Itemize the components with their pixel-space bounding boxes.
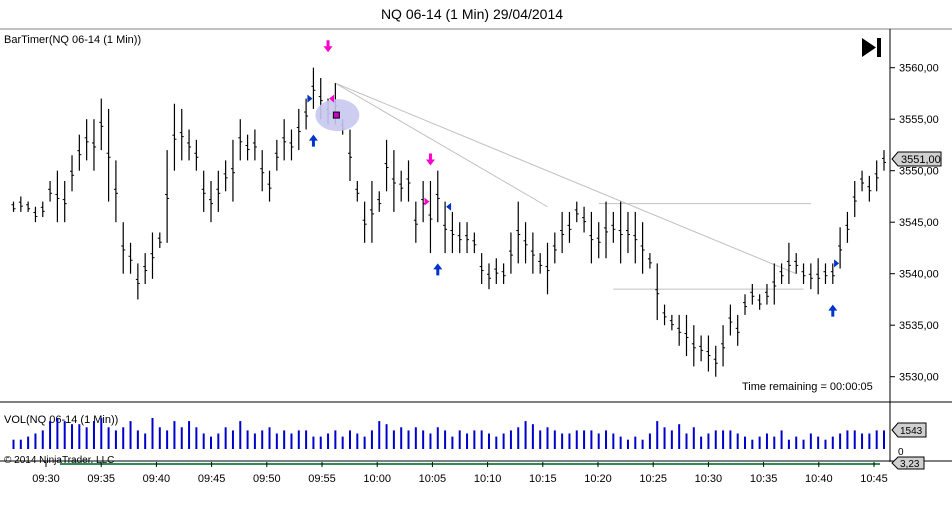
volume-baseline-strip: [60, 463, 880, 465]
time-axis-tick-label: 09:35: [87, 473, 115, 485]
time-axis-tick-label: 10:25: [639, 473, 667, 485]
time-axis-tick-label: 10:00: [363, 473, 391, 485]
time-axis-tick-label: 09:30: [32, 473, 60, 485]
signal-triangle: [446, 202, 452, 211]
time-axis-tick-label: 10:15: [529, 473, 557, 485]
price-axis-tick-label: 3530,00: [899, 372, 939, 384]
buy-arrow-icon: [828, 304, 838, 317]
current-volume-tag: 1543: [891, 422, 927, 438]
signal-triangle: [834, 259, 840, 268]
current-volume-value: 1543: [900, 426, 923, 437]
volume-bars: [12, 418, 885, 449]
time-axis-tick-label: 10:10: [474, 473, 502, 485]
signal-triangle: [424, 197, 430, 206]
volume-zero-label: 0: [898, 447, 904, 458]
volume-panel-label: VOL(NQ 06-14 (1 Min)): [4, 414, 118, 426]
buy-arrow-icon: [433, 263, 443, 276]
trend-line: [335, 82, 797, 275]
price-axis-tick-label: 3555,00: [899, 114, 939, 126]
buy-arrow-icon: [308, 134, 318, 147]
lower-indicator-value: 3,23: [900, 459, 920, 470]
price-axis-tick-label: 3550,00: [899, 166, 939, 178]
signal-triangle: [307, 94, 313, 103]
price-axis: 3560,00 3555,00 3550,00 3545,00 3540,00 3535,…: [890, 63, 939, 384]
chart-title: NQ 06-14 (1 Min) 29/04/2014: [381, 6, 563, 22]
lower-indicator-tag: 3,23: [891, 456, 925, 470]
price-axis-tick-label: 3545,00: [899, 217, 939, 229]
time-axis-tick-label: 10:35: [750, 473, 778, 485]
time-axis-tick-label: 10:05: [419, 473, 447, 485]
time-axis-tick-label: 09:55: [308, 473, 336, 485]
sell-arrow-icon: [323, 40, 333, 53]
time-axis-tick-label: 09:40: [143, 473, 171, 485]
current-price-value: 3551,00: [901, 154, 941, 166]
sell-arrow-icon: [425, 153, 435, 166]
time-remaining-label: Time remaining = 00:00:05: [742, 381, 873, 393]
copyright-label: © 2014 NinjaTrader, LLC: [4, 455, 114, 466]
skip-forward-icon[interactable]: [862, 38, 881, 57]
time-axis-tick-label: 09:45: [198, 473, 226, 485]
current-price-tag: 3551,00: [891, 151, 942, 167]
time-axis-tick-label: 10:40: [805, 473, 833, 485]
time-axis-tick-label: 09:50: [253, 473, 281, 485]
time-axis-tick-label: 10:30: [695, 473, 723, 485]
price-axis-tick-label: 3535,00: [899, 320, 939, 332]
trend-line: [335, 82, 548, 208]
time-axis: 09:30 09:35 09:40 09:45 09:50 09:55 10:00 10:05…: [32, 462, 888, 485]
time-axis-tick-label: 10:20: [584, 473, 612, 485]
time-axis-tick-label: 10:45: [860, 473, 888, 485]
signal-markers: [307, 40, 840, 317]
price-panel-label: BarTimer(NQ 06-14 (1 Min)): [4, 34, 141, 46]
price-axis-tick-label: 3540,00: [899, 269, 939, 281]
price-bars: [11, 67, 886, 377]
price-axis-tick-label: 3560,00: [899, 63, 939, 75]
signal-triangle: [329, 94, 335, 103]
entry-marker: [332, 111, 340, 119]
trend-lines: [335, 82, 811, 290]
